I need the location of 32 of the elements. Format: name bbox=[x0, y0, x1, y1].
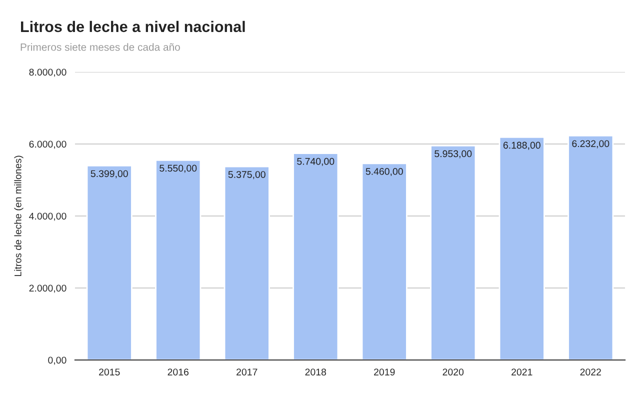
data-label: 6.188,00 bbox=[503, 142, 540, 150]
x-tick-label: 2018 bbox=[305, 368, 326, 376]
x-tick-label: 2019 bbox=[374, 368, 395, 376]
bar bbox=[224, 166, 270, 360]
bar bbox=[361, 162, 408, 360]
bar bbox=[568, 134, 614, 360]
y-tick-label: 6.000,00 bbox=[29, 140, 66, 149]
x-tick-label: 2020 bbox=[442, 368, 464, 376]
data-label: 5.550,00 bbox=[160, 164, 197, 173]
y-tick-label: 2.000,00 bbox=[29, 284, 66, 293]
x-tick-label: 2016 bbox=[168, 368, 189, 376]
bar bbox=[155, 160, 202, 360]
data-label: 5.399,00 bbox=[90, 170, 128, 178]
chart-subtitle: Primeros siete meses de cada año bbox=[20, 43, 180, 51]
bar bbox=[292, 152, 339, 360]
y-tick-label: 8.000,00 bbox=[29, 68, 66, 77]
y-tick-label: 0,00 bbox=[48, 356, 66, 365]
data-label: 5.953,00 bbox=[434, 150, 472, 158]
y-tick-label: 4.000,00 bbox=[29, 212, 66, 221]
bar bbox=[86, 164, 132, 360]
data-label: 6.232,00 bbox=[572, 140, 610, 148]
chart-title: Litros de leche a nivel nacional bbox=[21, 20, 245, 32]
x-tick-label: 2015 bbox=[99, 368, 120, 376]
bar bbox=[498, 136, 545, 360]
bar bbox=[430, 144, 476, 360]
x-tick-label: 2022 bbox=[580, 368, 601, 376]
y-axis-title: Litros de leche (en millones) bbox=[14, 156, 24, 276]
x-tick-label: 2017 bbox=[236, 368, 258, 376]
data-label: 5.460,00 bbox=[366, 168, 403, 176]
x-tick-label: 2021 bbox=[512, 368, 532, 376]
data-label: 5.375,00 bbox=[228, 171, 266, 180]
data-label: 5.740,00 bbox=[297, 158, 334, 166]
